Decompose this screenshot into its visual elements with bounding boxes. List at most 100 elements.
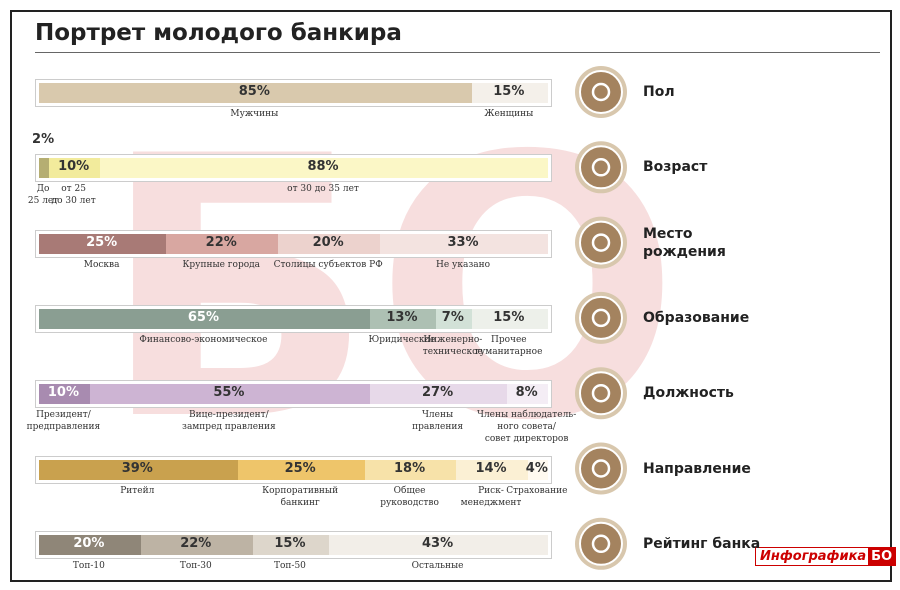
value-label: 22% — [205, 234, 237, 250]
segment-label: Ритейл — [120, 485, 155, 496]
icon-part — [591, 233, 611, 252]
segment-label: Прочее гуманитарное — [475, 334, 543, 357]
row-title: Рейтинг банка — [643, 535, 761, 552]
bar-segment — [364, 459, 457, 480]
segment-label: Москва — [83, 259, 120, 270]
icon-part — [591, 459, 611, 478]
value-label: 10% — [58, 159, 90, 175]
bar-segment — [369, 384, 508, 405]
value-label: 25% — [86, 234, 118, 250]
segment-label: Финансово-экономическое — [139, 334, 268, 345]
row-title: Образование — [643, 309, 750, 326]
bar-segment — [39, 384, 90, 405]
icon-part — [579, 446, 623, 491]
value-label: 15% — [493, 84, 525, 99]
segment-label: Не указано — [435, 259, 491, 270]
segment-label: Юридическое — [368, 334, 436, 345]
icon-part — [579, 70, 623, 114]
bar-track — [35, 304, 552, 333]
logo-text: Инфографика — [760, 549, 867, 564]
segment-label: Топ-30 — [179, 560, 212, 571]
icon-part — [579, 145, 623, 190]
value-label: 2% — [32, 132, 55, 148]
bar-segment — [436, 308, 472, 329]
bar-segment — [39, 308, 370, 329]
segment-label: Президент/ предправления — [26, 410, 101, 433]
bar-segment — [237, 459, 365, 480]
icon-part — [579, 521, 623, 566]
title-rule — [35, 52, 880, 53]
bar-segment — [507, 384, 548, 405]
value-label: 27% — [422, 385, 454, 401]
bar-segment — [39, 233, 167, 254]
value-label: 20% — [312, 234, 344, 250]
bar-segment — [39, 534, 141, 555]
segment-label: Общее руководство — [380, 485, 439, 508]
bar-segment — [100, 158, 548, 179]
icon-part — [579, 295, 623, 340]
bar-track — [35, 79, 552, 107]
icon-part — [579, 371, 623, 416]
bar-track — [35, 530, 552, 559]
segment-label: Остальные — [411, 560, 464, 571]
bar-segment — [456, 459, 528, 480]
row-title: Место рождения — [643, 225, 726, 260]
value-label: 7% — [441, 309, 464, 325]
bar-segment — [252, 534, 330, 555]
row-title: Возраст — [643, 159, 708, 176]
segment-label: Члены наблюдатель- ного совета/ совет ди… — [477, 410, 577, 445]
value-label: 18% — [394, 460, 426, 476]
segment-label: Топ-50 — [273, 560, 306, 571]
icon-part — [591, 383, 611, 403]
segment-label: от 30 до 35 лет — [287, 184, 359, 195]
value-label: 43% — [422, 535, 454, 551]
bar-segment — [278, 233, 381, 254]
bar-segment — [39, 83, 472, 103]
value-label: 33% — [447, 234, 479, 250]
row-title: Пол — [643, 84, 675, 100]
bar-segment — [369, 308, 436, 329]
bar-segment — [89, 384, 370, 405]
icon-part — [591, 82, 611, 102]
icon-part — [591, 308, 611, 328]
value-label: 15% — [493, 309, 525, 325]
value-label: 10% — [47, 385, 79, 401]
bar-segment — [471, 308, 548, 329]
segment-label: Женщины — [484, 109, 534, 119]
logo-mark: БО — [868, 548, 896, 565]
row-title: Направление — [643, 460, 751, 477]
segment-label: До 25 лет — [27, 184, 59, 207]
value-label: 25% — [284, 460, 316, 476]
bar-segment — [380, 233, 548, 254]
value-label: 14% — [475, 460, 507, 476]
icon-part — [591, 158, 611, 177]
segment-label: Риск- менеджмент — [460, 485, 522, 508]
row-title: Должность — [643, 385, 734, 402]
value-label: 55% — [213, 385, 245, 401]
frame — [10, 10, 892, 582]
segment-label: Вице-президент/ зампред правления — [182, 410, 276, 433]
bar-track — [35, 455, 552, 484]
segment-label: Крупные города — [182, 259, 261, 270]
icon-part — [579, 220, 623, 265]
value-label: 85% — [238, 84, 270, 99]
bar-segment — [39, 459, 238, 480]
value-label: 22% — [180, 535, 212, 551]
value-label: 65% — [187, 309, 219, 325]
value-label: 13% — [386, 309, 418, 325]
value-label: 4% — [525, 460, 548, 476]
value-label: 8% — [515, 385, 538, 401]
segment-label: Инженерно- техническое — [422, 334, 483, 357]
bar-segment — [166, 233, 279, 254]
segment-label: Мужчины — [230, 109, 279, 119]
value-label: 15% — [274, 535, 306, 551]
bar-segment — [49, 158, 101, 179]
bar-segment — [140, 534, 253, 555]
page-title: Портрет молодого банкира — [35, 20, 402, 46]
segment-label: Корпоративный банкинг — [262, 485, 339, 508]
segment-label: от 25 до 30 лет — [51, 184, 96, 207]
segment-label: Члены правления — [412, 410, 464, 433]
bar-segment — [527, 459, 548, 480]
